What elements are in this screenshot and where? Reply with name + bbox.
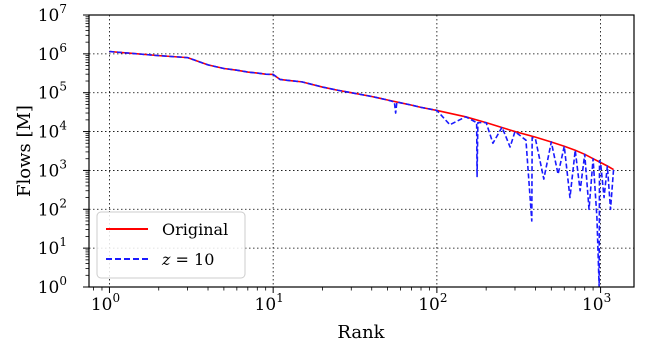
x-tick-exp: 3 xyxy=(604,291,612,305)
y-tick-base: 10 xyxy=(38,6,60,26)
y-tick-base: 10 xyxy=(38,84,60,104)
y-tick-label: 107 xyxy=(38,2,67,26)
y-tick-label: 102 xyxy=(38,196,67,220)
y-tick-exp: 1 xyxy=(59,235,67,249)
y-tick-label: 101 xyxy=(38,235,67,259)
y-tick-exp: 2 xyxy=(59,196,67,210)
x-tick-label: 103 xyxy=(582,291,611,315)
y-tick-base: 10 xyxy=(38,278,60,298)
y-tick-exp: 3 xyxy=(59,157,67,171)
series-z10-line xyxy=(109,50,615,287)
plot-frame xyxy=(88,14,635,288)
y-tick-base: 10 xyxy=(38,239,60,259)
series-original-line xyxy=(109,50,614,171)
x-tick-exp: 2 xyxy=(440,291,448,305)
x-tick-base: 10 xyxy=(418,295,440,315)
y-tick-label: 103 xyxy=(38,157,67,181)
y-axis-label: Flows [M] xyxy=(14,105,35,197)
x-tick-label: 102 xyxy=(418,291,447,315)
x-tick-base: 10 xyxy=(91,295,113,315)
x-tick-label: 100 xyxy=(91,291,120,315)
x-tick-exp: 0 xyxy=(112,291,120,305)
legend-original-label: Original xyxy=(162,220,228,239)
x-tick-labels: 100 101 102 103 xyxy=(91,291,611,315)
y-tick-base: 10 xyxy=(38,123,60,143)
series-layer xyxy=(109,50,615,287)
y-tick-label: 104 xyxy=(38,119,68,143)
legend-z10-var: z xyxy=(161,250,171,269)
x-tick-base: 10 xyxy=(582,295,604,315)
legend-z10-label: z = 10 xyxy=(161,250,214,269)
y-tick-base: 10 xyxy=(38,161,60,181)
legend: Original z = 10 xyxy=(96,211,246,279)
x-tick-base: 10 xyxy=(255,295,277,315)
y-tick-exp: 7 xyxy=(59,2,67,16)
y-tick-label: 106 xyxy=(38,41,67,65)
y-tick-label: 105 xyxy=(38,80,67,104)
y-tick-exp: 0 xyxy=(59,274,67,288)
y-tick-exp: 5 xyxy=(59,80,67,94)
x-tick-exp: 1 xyxy=(276,291,284,305)
legend-z10-rest: = 10 xyxy=(170,250,214,269)
y-tick-exp: 6 xyxy=(59,41,67,55)
x-axis-label: Rank xyxy=(337,322,385,343)
y-tick-base: 10 xyxy=(38,45,60,65)
y-tick-base: 10 xyxy=(38,200,60,220)
y-tick-exp: 4 xyxy=(59,119,67,133)
y-tick-label: 100 xyxy=(38,274,67,298)
x-tick-label: 101 xyxy=(255,291,284,315)
grid-lines xyxy=(89,15,634,287)
tick-marks xyxy=(83,14,602,293)
